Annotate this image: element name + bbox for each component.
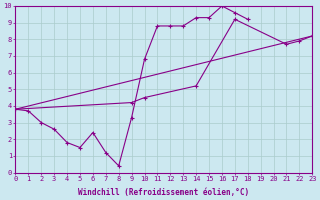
- X-axis label: Windchill (Refroidissement éolien,°C): Windchill (Refroidissement éolien,°C): [78, 188, 249, 197]
